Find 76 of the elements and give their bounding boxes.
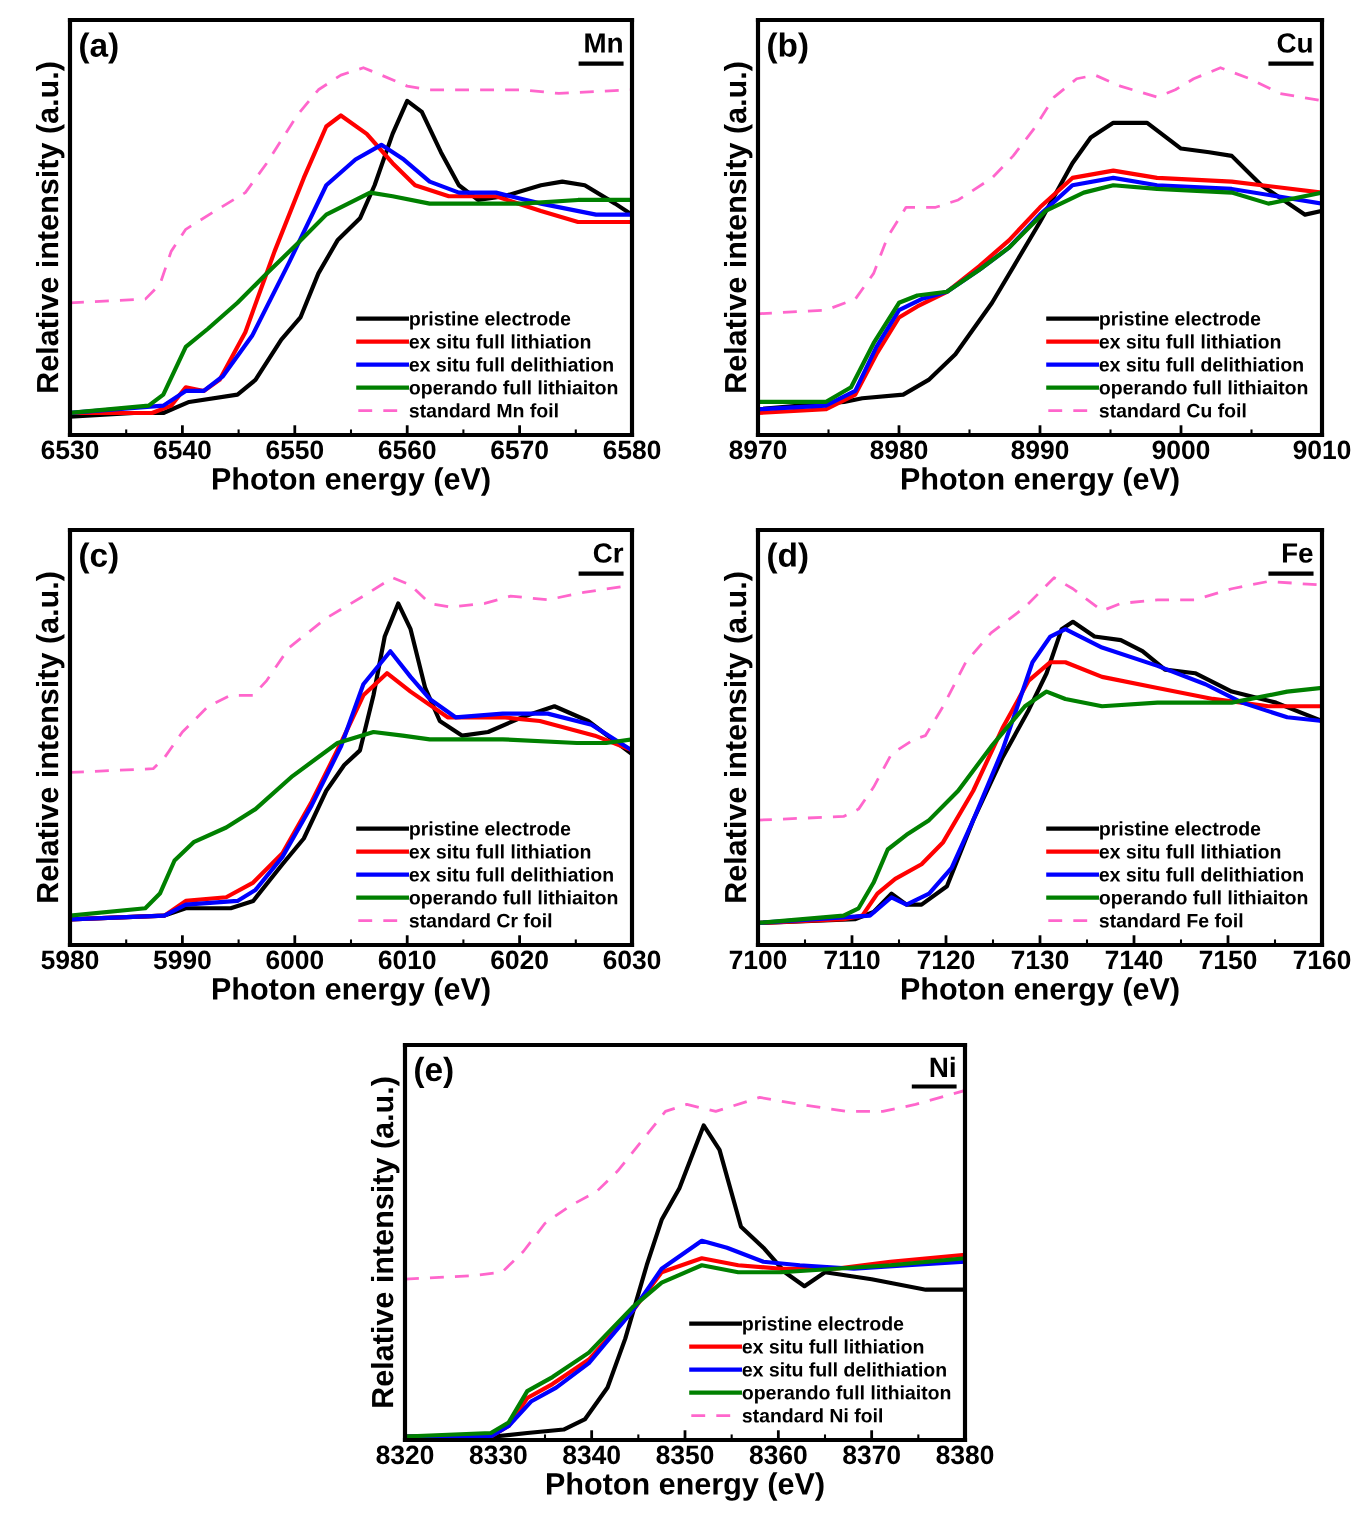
text: Cu <box>1277 33 1312 53</box>
x-tick-label: 8380 <box>936 1445 994 1465</box>
legend-label: pristine electrode <box>1100 821 1261 840</box>
x-tick-label: 8330 <box>469 1445 527 1465</box>
chart-title: (e) <box>415 1056 453 1088</box>
legend-label: operando full lithiaiton <box>1099 890 1308 909</box>
legend-label: pristine electrode <box>410 311 571 330</box>
x-tick-label: 7150 <box>1199 950 1257 970</box>
legend-label: standard Ni foil <box>742 1408 882 1423</box>
legend-label: standard Fe foil <box>1099 913 1243 928</box>
x-tick-label: 7110 <box>824 950 880 970</box>
chart-title: (b) <box>768 32 808 64</box>
x-tick-label: 7140 <box>1105 950 1163 970</box>
y-axis-title: Relative intensity (a.u.) <box>35 572 65 902</box>
legend-label: standard Mn foil <box>409 403 558 418</box>
text: Fe <box>1282 543 1313 563</box>
legend-label: ex situ full delithiation <box>742 1362 946 1377</box>
x-tick-label: 6540 <box>154 440 211 460</box>
x-tick-label: 7130 <box>1011 950 1069 970</box>
x-tick-label: 8970 <box>729 440 787 460</box>
y-axis-title: Relative intensity (a.u.) <box>723 572 753 902</box>
y-axis-title: Relative intensity (a.u.) <box>35 62 65 392</box>
text: Ni <box>930 1056 955 1077</box>
y-axis-title: Relative intensity (a.u.) <box>723 62 753 392</box>
x-axis-title: Photon energy (eV) <box>546 1472 824 1501</box>
x-tick-label: 8990 <box>1011 440 1069 460</box>
x-tick-label: 5980 <box>41 950 99 970</box>
x-tick-label: 6000 <box>266 950 324 970</box>
legend-label: operando full lithiaiton <box>409 890 618 909</box>
x-tick-label: 6570 <box>491 440 548 460</box>
x-tick-label: 7120 <box>917 950 975 970</box>
x-axis-title: Photon energy (eV) <box>212 977 490 1006</box>
legend-label: operando full lithiaiton <box>1099 380 1308 399</box>
legend-label: pristine electrode <box>743 1316 904 1335</box>
legend-label: ex situ full delithiation <box>409 867 613 882</box>
y-axis-title: Relative intensity (a.u.) <box>370 1077 400 1407</box>
legend-label: ex situ full lithiation <box>742 1339 924 1354</box>
chart-title: (d) <box>768 542 808 574</box>
x-tick-label: 8980 <box>870 440 928 460</box>
x-tick-label: 6530 <box>41 440 99 460</box>
x-tick-label: 6010 <box>378 950 436 970</box>
legend-label: operando full lithiaiton <box>409 380 618 399</box>
x-tick-label: 8320 <box>376 1445 434 1465</box>
x-tick-label: 6020 <box>491 950 548 970</box>
legend-label: ex situ full lithiation <box>1099 844 1281 859</box>
x-tick-label: 7100 <box>729 950 787 970</box>
x-axis-title: Photon energy (eV) <box>901 977 1179 1006</box>
legend-label: ex situ full lithiation <box>409 844 591 859</box>
legend-label: pristine electrode <box>1100 311 1261 330</box>
x-tick-label: 8340 <box>563 1445 620 1465</box>
x-tick-label: 5990 <box>153 950 211 970</box>
x-tick-label: 9000 <box>1152 440 1210 460</box>
legend-label: standard Cu foil <box>1099 403 1246 418</box>
legend-label: ex situ full delithiation <box>1099 867 1303 882</box>
x-tick-label: 6580 <box>603 440 661 460</box>
legend-label: pristine electrode <box>410 821 571 840</box>
x-tick-label: 6030 <box>603 950 661 970</box>
x-tick-label: 7160 <box>1293 950 1351 970</box>
chart-title: (a) <box>80 32 118 64</box>
text: Cr <box>593 543 624 563</box>
x-tick-label: 9010 <box>1293 440 1351 460</box>
chart-title: (c) <box>80 542 118 574</box>
x-tick-label: 8350 <box>656 1445 714 1465</box>
x-tick-label: 8370 <box>843 1445 900 1465</box>
legend-label: ex situ full lithiation <box>1099 334 1281 349</box>
legend-label: standard Cr foil <box>409 913 552 928</box>
legend-label: ex situ full delithiation <box>1099 357 1303 372</box>
legend-label: ex situ full delithiation <box>409 357 613 372</box>
x-axis-title: Photon energy (eV) <box>212 467 490 496</box>
legend-label: ex situ full lithiation <box>409 334 591 349</box>
text: Mn <box>585 33 622 53</box>
x-tick-label: 6560 <box>378 440 436 460</box>
x-tick-label: 8360 <box>749 1445 807 1465</box>
x-tick-label: 6550 <box>266 440 324 460</box>
x-axis-title: Photon energy (eV) <box>901 467 1179 496</box>
legend-label: operando full lithiaiton <box>742 1385 951 1404</box>
